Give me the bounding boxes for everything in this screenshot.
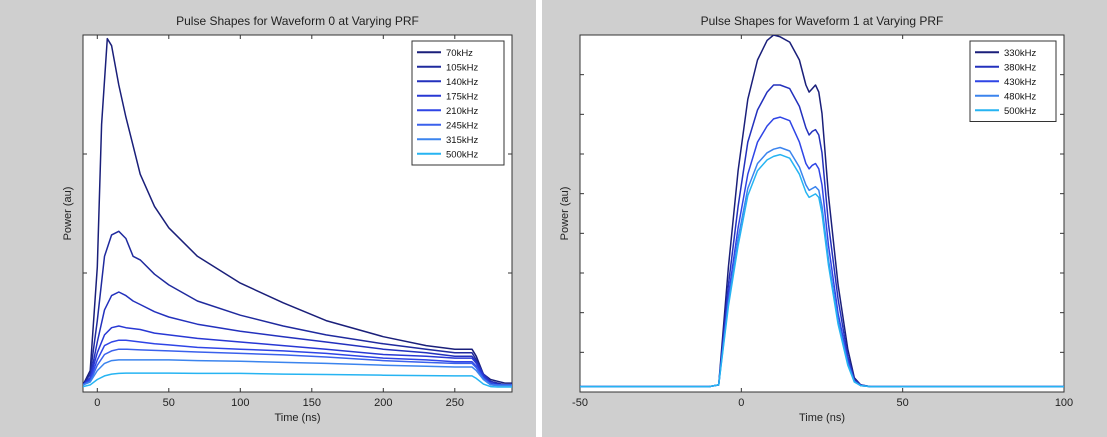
chart-panel-waveform-1: Pulse Shapes for Waveform 1 at Varying P…: [542, 0, 1107, 437]
x-tick-label: 50: [163, 397, 175, 409]
x-axis-label: Time (ns): [274, 412, 320, 424]
y-axis-label: Power (au): [559, 187, 571, 241]
chart-title: Pulse Shapes for Waveform 0 at Varying P…: [176, 14, 419, 28]
y-axis-label: Power (au): [62, 187, 74, 241]
series-line-500khz: [580, 153, 1064, 388]
legend-entry: 430kHz: [1004, 77, 1036, 88]
legend-entry: 330kHz: [1004, 48, 1036, 59]
series-line-245khz: [83, 348, 512, 386]
legend-entry: 140kHz: [446, 77, 478, 88]
legend-entry: 315kHz: [446, 135, 478, 146]
x-tick-label: 150: [303, 397, 321, 409]
legend-entry: 175kHz: [446, 91, 478, 102]
chart-waveform-0-svg: Pulse Shapes for Waveform 0 at Varying P…: [62, 14, 513, 424]
x-tick-label: 0: [738, 397, 744, 409]
series-line-175khz: [83, 325, 512, 386]
legend-entry: 380kHz: [1004, 62, 1036, 73]
x-axis-label: Time (ns): [799, 412, 845, 424]
chart-panel-waveform-0: Pulse Shapes for Waveform 0 at Varying P…: [0, 0, 536, 437]
chart-title: Pulse Shapes for Waveform 1 at Varying P…: [701, 14, 944, 28]
series-line-500khz: [83, 372, 512, 388]
series-group: [83, 37, 512, 388]
series-line-315khz: [83, 359, 512, 387]
chart-waveform-1-svg: Pulse Shapes for Waveform 1 at Varying P…: [559, 14, 1073, 424]
series-line-380khz: [580, 84, 1064, 388]
legend-entry: 480kHz: [1004, 91, 1036, 102]
legend-box: [411, 40, 505, 166]
x-tick-label: -50: [572, 397, 588, 409]
x-tick-label: 200: [374, 397, 392, 409]
series-group: [580, 35, 1064, 388]
legend-entry: 210kHz: [446, 106, 478, 117]
legend-entry: 70kHz: [446, 48, 473, 59]
series-line-140khz: [83, 291, 512, 386]
legend-entry: 500kHz: [446, 149, 478, 160]
x-tick-label: 100: [1055, 397, 1073, 409]
x-tick-label: 0: [94, 397, 100, 409]
x-tick-label: 100: [231, 397, 249, 409]
legend-entry: 500kHz: [1004, 106, 1036, 117]
x-tick-label: 250: [446, 397, 464, 409]
legend-entry: 245kHz: [446, 120, 478, 131]
x-tick-label: 50: [897, 397, 909, 409]
legend-entry: 105kHz: [446, 62, 478, 73]
